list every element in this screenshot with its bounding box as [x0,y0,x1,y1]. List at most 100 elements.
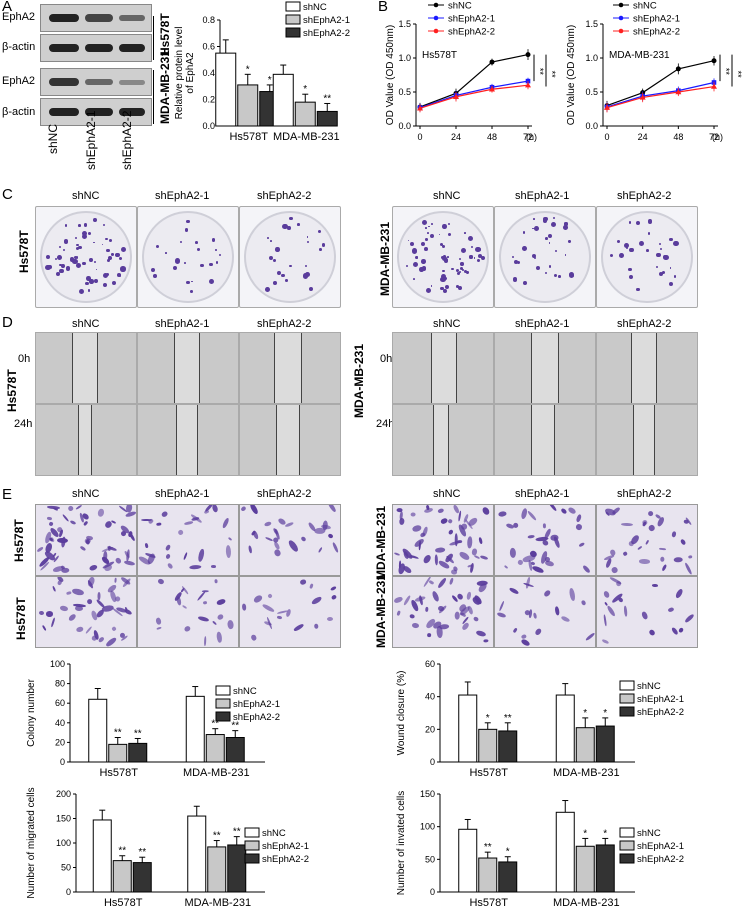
data-point [525,82,531,88]
colony-dot [214,248,217,251]
y-tick-label: 0.2 [202,95,215,105]
stained-cell [393,595,404,604]
row-label: Hs578T [17,230,31,273]
legend-marker [433,2,439,8]
col-label: shEphA2-2 [257,488,312,500]
colony-dot [45,255,51,260]
bar [294,101,316,127]
stained-cell [602,614,607,627]
colony-dot [62,249,66,252]
significance-mark: * [583,828,587,839]
colony-dot [544,272,547,275]
colony-dot [87,232,91,235]
colony-dot [306,236,309,238]
stained-cell [144,542,149,549]
stained-cell [411,524,423,533]
stained-cell [197,548,205,562]
stained-cell [647,524,656,532]
colony-dot [425,237,428,241]
legend-swatch [619,827,635,838]
colony-dot [297,223,300,226]
time-label: 0h [18,353,31,365]
stained-cell [422,553,432,565]
stained-cell [394,551,401,556]
stained-cell [188,564,202,570]
stained-cell [46,516,53,521]
colony-dot [429,233,434,239]
colony-dot [421,259,426,264]
blot-band-row [40,34,152,62]
col-label: shEphA2-2 [617,190,672,202]
colony-dot [304,265,307,268]
colony-dot [639,240,645,246]
blot-lane-label: shEphA2-1 [84,110,98,170]
series-line [606,81,715,108]
stained-cell [498,600,505,612]
colony-dot [673,275,677,279]
colony-dot [61,264,65,268]
blot-band-row [40,98,152,126]
stained-cell [123,560,135,567]
colony-dot [635,220,641,226]
colony-dot [673,240,679,247]
stained-cell [292,623,305,633]
data-point [675,89,682,95]
bar [227,844,247,893]
colony-dot [79,289,84,295]
colony-dot [475,246,481,253]
chart-colony: 0 20 40 60 80 100 Colony number Hs578T ** ** MDA-M… [26,659,280,779]
stained-cell [479,554,489,561]
colony-dot [76,243,79,247]
colony-dot [78,246,82,250]
bar [185,695,205,763]
colony-dot [268,255,273,260]
y-axis-label: of EphA2 [185,52,196,94]
bar [498,861,518,893]
series-line [419,54,529,108]
stained-cell [473,616,480,623]
stained-cell [475,630,486,638]
col-label: shEphA2-2 [617,318,672,330]
col-label: shNC [433,190,461,202]
stained-cell [471,548,478,556]
colony-dot [572,275,575,278]
stained-cell [581,564,591,574]
legend-label: shEphA2-2 [637,854,684,865]
data-point [489,59,495,65]
category-label: Hs578T [99,767,138,779]
colony-dot [105,237,108,240]
stained-cell [74,505,82,510]
y-tick-label: 40 [55,718,65,728]
colony-dot [93,217,97,222]
col-label: shEphA2-2 [257,318,312,330]
stained-cell [284,521,294,528]
stained-cell [253,593,264,604]
significance-mark: ** [484,842,492,853]
stained-cell [203,509,210,515]
legend-label: shEphA2-1 [633,14,680,25]
bar [575,845,595,893]
colony-dot [215,260,219,264]
category-label: MDA-MB-231 [553,897,620,909]
bar [498,730,518,763]
legend-label: shNC [637,828,661,839]
stained-cell [71,588,86,597]
time-label: 24h [376,418,395,430]
stained-cell [471,595,482,606]
colony-dot [59,263,63,267]
chart-od-hs578t: 0.0 0.5 1.0 1.5 0 24 48 72(h) OD Value (OD 450nm… [385,1,557,143]
stained-cell [683,612,695,624]
stained-cell [202,600,208,605]
transwell-image [137,576,239,648]
colony-dot [55,272,60,277]
bar [88,698,108,763]
colony-dot [165,252,167,254]
stained-cell [41,624,48,632]
colony-dot [442,224,447,229]
colony-dot [93,241,95,244]
stained-cell [473,554,480,560]
stained-cell [528,534,536,539]
legend-label: shNC [262,828,286,839]
colony-dot [532,227,534,230]
colony-dish [137,206,239,308]
